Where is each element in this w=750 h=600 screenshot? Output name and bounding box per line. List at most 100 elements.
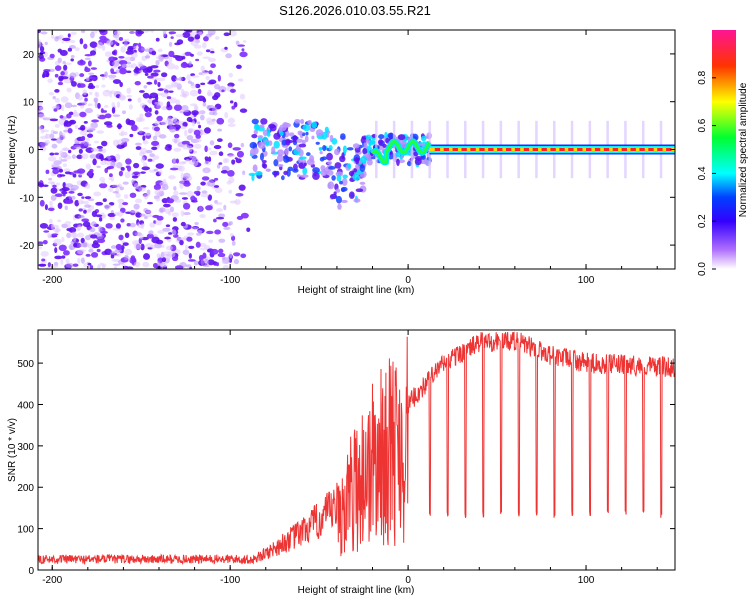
spectrogram-signal-mark: [288, 132, 295, 137]
spectrogram-noise-mark: [80, 257, 85, 264]
spectrogram-noise-mark: [165, 84, 174, 89]
spectrogram-signal-mark: [273, 140, 280, 149]
spectrogram-noise-mark: [64, 171, 72, 175]
spectrogram-noise-mark: [153, 126, 160, 132]
spectrogram-noise-mark: [100, 231, 108, 234]
spectrogram-noise-mark: [49, 53, 55, 59]
spectrogram-noise-mark: [189, 89, 199, 97]
spectrogram-noise-mark: [229, 251, 233, 259]
spectrogram-signal-mark: [328, 144, 333, 151]
spectrogram-noise-mark: [168, 31, 177, 35]
carrier-core-mark: [577, 148, 583, 151]
spectrogram-noise-mark: [44, 204, 48, 211]
spectrogram-noise-mark: [142, 261, 150, 268]
spectrogram-noise-mark: [71, 104, 78, 108]
spectrogram-noise-mark: [137, 97, 142, 103]
spectrogram-noise-mark: [214, 187, 223, 194]
spectrogram-noise-mark: [38, 241, 44, 245]
spectrogram-noise-mark: [133, 242, 142, 250]
spectrogram-noise-mark: [218, 238, 226, 243]
spectrogram-noise-mark: [118, 55, 125, 59]
spectrogram-signal-mark: [327, 183, 332, 189]
spectrogram-noise-mark: [214, 83, 220, 90]
spectrogram-noise-mark: [38, 54, 44, 60]
spectrogram-noise-mark: [124, 254, 129, 261]
spectrogram-noise-mark: [51, 233, 59, 236]
spectrogram-noise-mark: [181, 108, 190, 113]
spectrogram-noise-mark: [160, 120, 168, 126]
x-tick-label: -100: [220, 275, 240, 286]
spectrogram-noise-mark: [45, 169, 50, 175]
colorbar-tick-label: 0.0: [697, 262, 708, 276]
spectrogram-noise-mark: [199, 214, 206, 219]
spectrogram-noise-mark: [39, 46, 45, 52]
spectrogram-noise-mark: [104, 204, 110, 210]
spectrogram-noise-mark: [193, 150, 198, 154]
spectrogram-noise-mark: [78, 208, 83, 212]
snr-ylabel: SNR (10 * v/v): [7, 418, 18, 482]
spectrogram-noise-mark: [203, 245, 211, 249]
spectrogram-noise-mark: [88, 82, 94, 88]
spectrogram-signal-mark: [396, 158, 400, 166]
spectrogram-noise-mark: [222, 157, 228, 164]
spectrogram-noise-mark: [112, 114, 121, 117]
spectrogram-signal-mark: [346, 147, 354, 151]
spectrogram-noise-mark: [227, 123, 236, 127]
spectrogram-noise-mark: [57, 81, 64, 86]
spectrogram-noise-mark: [124, 232, 130, 239]
spectrogram-noise-mark: [47, 78, 53, 84]
spectrogram-noise-mark: [229, 232, 234, 237]
spectrogram-noise-mark: [100, 160, 107, 166]
spectrogram-signal-mark: [335, 195, 342, 204]
spectrogram-noise-mark: [168, 126, 177, 133]
spectrogram-noise-mark: [205, 75, 211, 81]
spectrogram-signal-mark: [371, 140, 376, 145]
spectrogram-signal-mark: [306, 158, 315, 166]
spectrogram-noise-mark: [64, 205, 68, 211]
spectrogram-noise-mark: [87, 170, 93, 177]
spectrogram-noise-mark: [171, 75, 177, 82]
spectrogram-noise-mark: [180, 210, 185, 217]
spectrogram-noise-mark: [77, 59, 86, 66]
spectrogram-noise-mark: [115, 223, 122, 229]
spectrogram-signal-mark: [285, 138, 291, 146]
spectrogram-noise-mark: [191, 75, 200, 78]
spectrogram-noise-mark: [45, 71, 50, 78]
spectrogram-noise-mark: [140, 102, 146, 109]
spectrogram-signal-mark: [283, 155, 290, 163]
x-tick-label: 0: [405, 275, 411, 286]
spectrogram-signal-mark: [287, 166, 294, 172]
spectrogram-noise-mark: [210, 63, 216, 69]
spectrogram-ylabel: Frequency (Hz): [7, 116, 18, 185]
spectrogram-signal-mark: [302, 124, 311, 132]
spectrogram-noise-mark: [240, 142, 245, 148]
spectrogram-noise-mark: [77, 249, 85, 255]
spectrogram-noise-mark: [134, 198, 142, 204]
spectrogram-noise-mark: [174, 265, 184, 269]
spectrogram-noise-mark: [105, 89, 110, 93]
spectrogram-signal-mark: [353, 157, 360, 162]
spectrogram-noise-mark: [114, 248, 122, 253]
spectrogram-signal-mark: [326, 152, 333, 161]
spectrogram-noise-mark: [74, 124, 78, 129]
spectrogram-noise-mark: [154, 120, 161, 126]
spectrogram-noise-mark: [215, 216, 225, 220]
spectrogram-signal-mark: [340, 186, 348, 192]
spectrogram-noise-mark: [81, 218, 90, 223]
spectrogram-noise-mark: [80, 30, 86, 34]
spectrogram-noise-mark: [118, 170, 124, 177]
spectrogram-noise-mark: [168, 232, 173, 235]
spectrogram-noise-mark: [150, 72, 159, 77]
spectrogram-signal-mark: [353, 168, 358, 173]
colorbar-gradient: [712, 30, 736, 269]
spectrogram-noise-mark: [111, 107, 116, 114]
carrier-core-mark: [505, 148, 512, 151]
spectrogram-noise-mark: [234, 198, 241, 206]
spectrogram-noise-mark: [128, 104, 133, 110]
y-tick-label: 100: [17, 525, 34, 536]
spectrogram-signal-mark: [359, 181, 366, 185]
carrier-core-mark: [648, 148, 654, 151]
spectrogram-noise-mark: [89, 50, 97, 56]
spectrogram-signal-mark: [251, 133, 258, 139]
